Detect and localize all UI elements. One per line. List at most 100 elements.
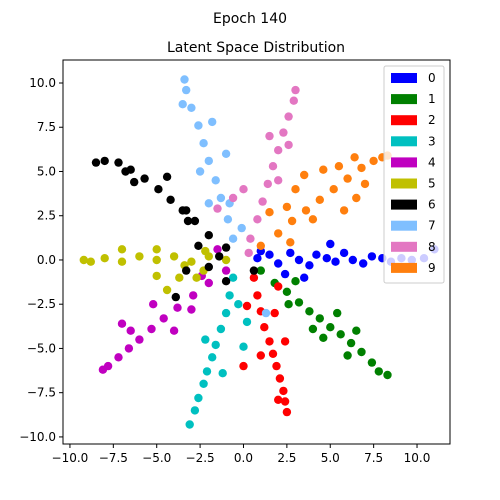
figure-suptitle: Epoch 140	[213, 11, 287, 27]
point-9-16	[360, 179, 370, 189]
point-6-5	[154, 185, 163, 194]
series-5	[79, 245, 231, 295]
y-tick-label: 5.0	[37, 164, 56, 178]
point-7-4	[204, 156, 213, 166]
point-0-11	[359, 259, 368, 268]
point-0-1	[265, 250, 274, 259]
point-2-15	[239, 361, 248, 371]
point-0-5	[305, 261, 314, 270]
point-3-7	[199, 379, 208, 388]
point-3-15	[201, 335, 210, 344]
series-2	[239, 273, 292, 417]
point-1-15	[352, 326, 361, 335]
point-9-4	[315, 195, 324, 204]
point-6-20	[249, 266, 259, 275]
point-3-10	[185, 420, 194, 429]
point-9-6	[343, 174, 352, 183]
legend-swatch-3	[391, 136, 417, 147]
point-1-13	[333, 308, 342, 318]
point-9-12	[291, 185, 300, 194]
legend-label-3: 3	[428, 134, 436, 148]
x-tick-label: −10.0	[52, 451, 89, 465]
point-3-0	[228, 273, 238, 282]
plot-points	[79, 75, 439, 429]
x-tick-label: −5.0	[142, 451, 171, 465]
point-2-10	[282, 407, 292, 417]
point-1-17	[291, 277, 300, 286]
point-4-2	[189, 291, 198, 300]
point-4-12	[169, 326, 179, 335]
legend-swatch-6	[391, 199, 417, 210]
point-5-8	[86, 257, 96, 266]
point-6-8	[114, 158, 123, 167]
point-0-12	[367, 252, 377, 261]
point-7-1	[223, 215, 233, 224]
point-8-4	[268, 162, 278, 171]
point-6-18	[121, 167, 130, 176]
point-2-3	[260, 323, 269, 332]
point-7-14	[178, 100, 187, 109]
point-5-13	[152, 245, 161, 254]
point-9-7	[357, 163, 366, 173]
point-4-15	[149, 300, 158, 309]
point-2-16	[274, 395, 283, 404]
series-1	[256, 266, 392, 380]
point-8-1	[253, 215, 262, 224]
point-9-8	[369, 156, 378, 166]
point-5-2	[187, 257, 196, 266]
point-6-14	[194, 241, 203, 250]
point-7-15	[208, 117, 217, 127]
point-6-13	[183, 216, 193, 226]
point-9-3	[301, 206, 311, 215]
point-4-11	[126, 326, 135, 335]
point-8-2	[258, 197, 267, 206]
point-6-15	[182, 266, 191, 275]
point-3-6	[202, 367, 212, 376]
point-5-7	[100, 254, 109, 263]
point-8-15	[284, 140, 293, 150]
legend-swatch-2	[391, 115, 417, 126]
point-5-6	[117, 257, 127, 266]
point-9-13	[282, 202, 292, 212]
y-tick-label: 10.0	[29, 76, 56, 90]
point-6-1	[204, 231, 213, 240]
point-8-13	[274, 176, 283, 185]
point-0-2	[274, 259, 283, 268]
point-9-22	[350, 153, 359, 162]
y-tick-label: −7.5	[27, 386, 56, 400]
legend-label-8: 8	[428, 240, 436, 254]
point-1-11	[374, 367, 383, 376]
point-7-7	[187, 103, 196, 113]
point-8-5	[274, 146, 283, 155]
point-2-14	[270, 308, 279, 318]
point-6-4	[166, 195, 175, 204]
point-1-14	[308, 324, 318, 334]
series-6	[91, 156, 259, 302]
series-8	[213, 85, 300, 258]
x-tick-label: 5.0	[321, 451, 340, 465]
point-6-12	[162, 172, 172, 181]
point-5-16	[201, 246, 210, 256]
legend-swatch-5	[391, 178, 417, 189]
point-2-17	[274, 282, 283, 291]
point-8-7	[284, 112, 293, 121]
point-3-8	[194, 393, 203, 403]
point-2-1	[253, 291, 262, 300]
point-6-11	[130, 177, 139, 187]
point-5-4	[152, 255, 161, 265]
point-0-8	[331, 257, 340, 266]
legend-swatch-8	[391, 241, 417, 252]
point-5-14	[117, 245, 127, 254]
x-tick-label: 7.5	[364, 451, 383, 465]
point-5-5	[135, 252, 144, 261]
x-tick-label: −2.5	[186, 451, 215, 465]
legend-label-7: 7	[428, 219, 436, 233]
legend-label-4: 4	[428, 155, 436, 169]
point-1-7	[336, 330, 345, 339]
point-4-4	[159, 314, 168, 323]
legend-swatch-1	[391, 94, 417, 105]
point-4-3	[173, 303, 182, 312]
legend-label-1: 1	[428, 92, 436, 106]
point-9-2	[287, 216, 297, 226]
point-8-12	[228, 193, 238, 203]
